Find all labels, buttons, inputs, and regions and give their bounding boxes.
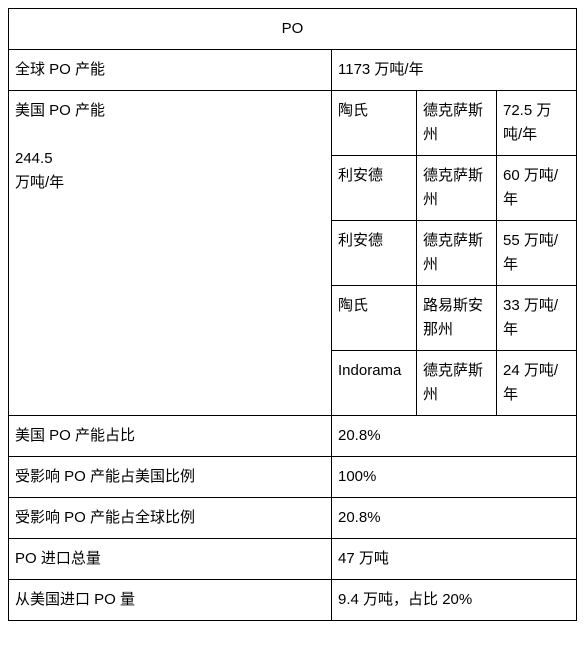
value-import-us: 9.4 万吨，占比 20% [332, 580, 577, 621]
value-us-affected: 100% [332, 457, 577, 498]
producer-state: 路易斯安那州 [417, 286, 497, 351]
table-row: 美国 PO 产能 244.5 万吨/年 陶氏 德克萨斯州 72.5 万吨/年 [9, 91, 577, 156]
label-import-us: 从美国进口 PO 量 [9, 580, 332, 621]
table-row: 从美国进口 PO 量 9.4 万吨，占比 20% [9, 580, 577, 621]
producer-capacity: 33 万吨/年 [497, 286, 577, 351]
producer-state: 德克萨斯州 [417, 156, 497, 221]
label-us-affected: 受影响 PO 产能占美国比例 [9, 457, 332, 498]
producer-company: 陶氏 [332, 91, 417, 156]
value-us-share: 20.8% [332, 416, 577, 457]
producer-capacity: 24 万吨/年 [497, 351, 577, 416]
value-global-affected: 20.8% [332, 498, 577, 539]
table-row: 受影响 PO 产能占全球比例 20.8% [9, 498, 577, 539]
producer-capacity: 72.5 万吨/年 [497, 91, 577, 156]
table-row: PO 进口总量 47 万吨 [9, 539, 577, 580]
table-row: 受影响 PO 产能占美国比例 100% [9, 457, 577, 498]
producer-state: 德克萨斯州 [417, 91, 497, 156]
us-label-line2: 244.5 [15, 150, 53, 167]
label-import-total: PO 进口总量 [9, 539, 332, 580]
producer-state: 德克萨斯州 [417, 221, 497, 286]
label-global-affected: 受影响 PO 产能占全球比例 [9, 498, 332, 539]
value-import-total: 47 万吨 [332, 539, 577, 580]
label-us-capacity: 美国 PO 产能 244.5 万吨/年 [9, 91, 332, 416]
po-capacity-table: PO 全球 PO 产能 1173 万吨/年 美国 PO 产能 244.5 万吨/… [8, 8, 577, 621]
producer-company: 利安德 [332, 156, 417, 221]
table-row: 全球 PO 产能 1173 万吨/年 [9, 50, 577, 91]
producer-state: 德克萨斯州 [417, 351, 497, 416]
us-label-line3: 万吨/年 [15, 174, 64, 191]
producer-capacity: 55 万吨/年 [497, 221, 577, 286]
producer-company: 陶氏 [332, 286, 417, 351]
value-global-capacity: 1173 万吨/年 [332, 50, 577, 91]
producer-capacity: 60 万吨/年 [497, 156, 577, 221]
producer-company: 利安德 [332, 221, 417, 286]
label-global-capacity: 全球 PO 产能 [9, 50, 332, 91]
us-label-line1: 美国 PO 产能 [15, 102, 105, 119]
producer-company: Indorama [332, 351, 417, 416]
table-row: 美国 PO 产能占比 20.8% [9, 416, 577, 457]
table-header: PO [9, 9, 577, 50]
label-us-share: 美国 PO 产能占比 [9, 416, 332, 457]
